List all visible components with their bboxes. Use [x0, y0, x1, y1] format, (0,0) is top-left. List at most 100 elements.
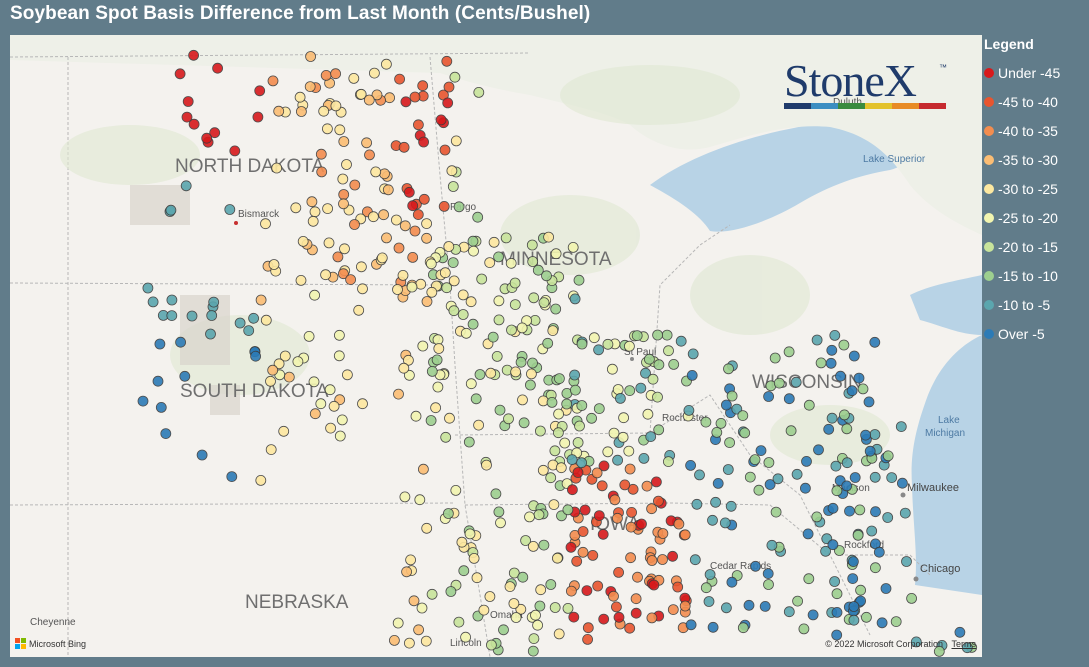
elevator-point[interactable]: [510, 366, 522, 378]
elevator-point[interactable]: [906, 593, 917, 604]
elevator-point[interactable]: [535, 425, 546, 437]
elevator-point[interactable]: [829, 576, 840, 587]
elevator-point[interactable]: [811, 511, 823, 523]
elevator-point[interactable]: [537, 395, 549, 407]
elevator-point[interactable]: [440, 431, 452, 443]
elevator-point[interactable]: [406, 281, 418, 293]
elevator-point[interactable]: [630, 593, 642, 605]
elevator-point[interactable]: [831, 629, 843, 641]
elevator-point[interactable]: [186, 310, 198, 322]
elevator-point[interactable]: [638, 452, 650, 464]
elevator-point[interactable]: [388, 635, 400, 646]
elevator-point[interactable]: [612, 384, 624, 395]
elevator-point[interactable]: [848, 614, 860, 626]
elevator-point[interactable]: [175, 336, 187, 348]
elevator-point[interactable]: [764, 479, 776, 490]
elevator-point[interactable]: [588, 332, 600, 344]
elevator-point[interactable]: [890, 616, 902, 627]
elevator-point[interactable]: [457, 289, 469, 301]
elevator-point[interactable]: [663, 345, 674, 357]
elevator-point[interactable]: [490, 488, 502, 500]
elevator-point[interactable]: [855, 584, 866, 596]
elevator-point[interactable]: [510, 612, 522, 623]
elevator-point[interactable]: [316, 166, 328, 178]
elevator-point[interactable]: [493, 251, 505, 263]
elevator-point[interactable]: [562, 504, 574, 516]
elevator-point[interactable]: [517, 571, 529, 583]
elevator-point[interactable]: [243, 325, 255, 337]
elevator-point[interactable]: [546, 396, 558, 408]
elevator-point[interactable]: [790, 376, 802, 388]
elevator-point[interactable]: [380, 58, 392, 70]
elevator-point[interactable]: [882, 450, 894, 462]
elevator-point[interactable]: [457, 309, 469, 320]
elevator-point[interactable]: [686, 369, 698, 381]
elevator-point[interactable]: [320, 269, 332, 281]
elevator-point[interactable]: [566, 454, 578, 466]
elevator-point[interactable]: [443, 81, 455, 93]
elevator-point[interactable]: [449, 71, 461, 83]
elevator-point[interactable]: [487, 331, 499, 343]
elevator-point[interactable]: [255, 294, 267, 306]
elevator-point[interactable]: [421, 232, 433, 244]
elevator-point[interactable]: [468, 553, 480, 564]
elevator-point[interactable]: [587, 550, 599, 561]
elevator-point[interactable]: [592, 580, 604, 592]
elevator-point[interactable]: [886, 472, 898, 484]
elevator-point[interactable]: [624, 385, 636, 397]
elevator-point[interactable]: [803, 573, 815, 585]
elevator-point[interactable]: [532, 264, 544, 276]
elevator-point[interactable]: [418, 136, 430, 148]
elevator-point[interactable]: [576, 338, 588, 350]
elevator-point[interactable]: [543, 231, 554, 243]
elevator-point[interactable]: [541, 270, 552, 282]
elevator-point[interactable]: [526, 368, 537, 380]
elevator-point[interactable]: [668, 358, 680, 370]
elevator-point[interactable]: [612, 454, 623, 466]
elevator-point[interactable]: [772, 473, 784, 485]
legend-item[interactable]: -25 to -20: [984, 203, 1088, 232]
elevator-point[interactable]: [498, 624, 509, 636]
elevator-point[interactable]: [798, 623, 810, 635]
elevator-point[interactable]: [323, 237, 335, 249]
elevator-point[interactable]: [559, 437, 571, 449]
legend-item[interactable]: Under -45: [984, 58, 1088, 87]
elevator-point[interactable]: [612, 512, 623, 524]
elevator-point[interactable]: [430, 402, 442, 414]
elevator-point[interactable]: [627, 483, 639, 495]
elevator-point[interactable]: [615, 392, 626, 404]
elevator-point[interactable]: [535, 584, 547, 596]
elevator-point[interactable]: [166, 294, 178, 306]
elevator-point[interactable]: [609, 494, 621, 506]
elevator-point[interactable]: [652, 329, 663, 341]
elevator-point[interactable]: [841, 480, 853, 492]
elevator-point[interactable]: [180, 180, 192, 192]
elevator-point[interactable]: [431, 354, 443, 366]
elevator-point[interactable]: [618, 412, 629, 424]
elevator-point[interactable]: [297, 235, 309, 247]
elevator-point[interactable]: [464, 528, 476, 540]
elevator-point[interactable]: [679, 529, 691, 541]
elevator-point[interactable]: [749, 454, 761, 466]
elevator-point[interactable]: [687, 348, 699, 360]
elevator-point[interactable]: [581, 585, 593, 596]
elevator-point[interactable]: [357, 398, 368, 410]
elevator-point[interactable]: [866, 525, 878, 537]
elevator-point[interactable]: [485, 639, 497, 651]
elevator-point[interactable]: [265, 444, 277, 456]
elevator-point[interactable]: [617, 431, 629, 443]
elevator-point[interactable]: [447, 257, 459, 269]
elevator-point[interactable]: [505, 257, 517, 269]
elevator-point[interactable]: [689, 554, 701, 566]
elevator-point[interactable]: [549, 445, 561, 457]
elevator-point[interactable]: [547, 325, 559, 337]
legend-item[interactable]: -15 to -10: [984, 261, 1088, 290]
elevator-point[interactable]: [552, 552, 563, 564]
elevator-point[interactable]: [857, 383, 869, 395]
elevator-point[interactable]: [700, 416, 712, 428]
elevator-point[interactable]: [753, 484, 765, 496]
legend-item[interactable]: -35 to -30: [984, 145, 1088, 174]
elevator-point[interactable]: [348, 73, 360, 84]
elevator-point[interactable]: [212, 62, 224, 74]
elevator-point[interactable]: [353, 304, 365, 316]
